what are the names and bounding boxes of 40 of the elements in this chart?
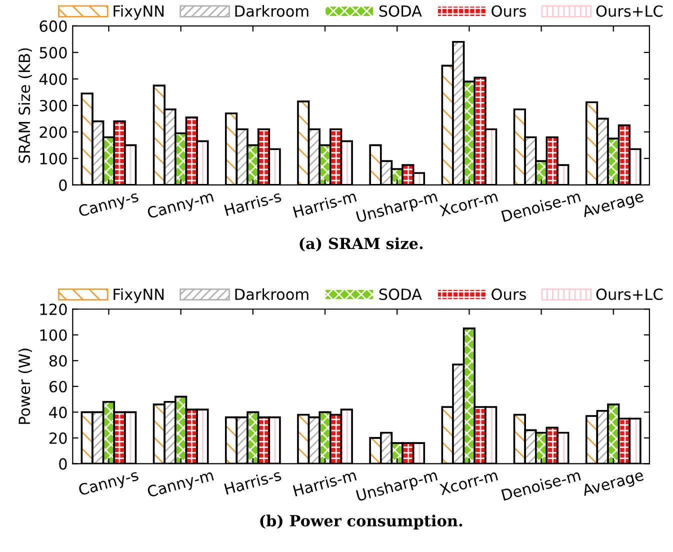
x-tick-label: Canny-s	[78, 468, 140, 499]
y-axis-title: SRAM Size (KB)	[18, 48, 32, 163]
legend-label: FixyNN	[114, 288, 164, 304]
y-tick-label: 80	[49, 355, 67, 367]
y-tick-label: 20	[50, 432, 67, 444]
y-tick-label: 200	[40, 126, 67, 138]
y-axis-title: Power (W)	[18, 348, 32, 424]
legend-label: FixyNN	[114, 5, 164, 20]
legend-label: Ours	[492, 288, 526, 300]
y-tick-label: 0	[59, 179, 67, 191]
legend-label: Ours	[492, 5, 526, 17]
legend-label: Ours+LC	[596, 5, 663, 17]
y-tick-label: 40	[49, 406, 67, 418]
legend-label: SODA	[379, 288, 422, 300]
y-tick-label: 100	[40, 152, 67, 164]
y-tick-label: 300	[40, 100, 67, 112]
x-tick-label: Harris-s	[224, 468, 282, 495]
y-tick-label: 60	[49, 380, 67, 392]
y-tick-label: 120	[40, 304, 67, 316]
x-tick-label: Average	[581, 469, 645, 500]
x-tick-label: Canny-m	[146, 469, 215, 500]
y-tick-label: 600	[40, 20, 67, 32]
text: (b) Power consumption.	[260, 514, 462, 530]
y-tick-label: 0	[59, 458, 67, 470]
x-tick-label: Canny-m	[146, 190, 215, 222]
x-tick-label: Xcorr-m	[438, 469, 498, 496]
y-tick-label: 500	[40, 46, 67, 58]
y-tick-label: 100	[40, 329, 67, 341]
x-tick-label: Average	[581, 190, 645, 220]
legend-label: SODA	[379, 5, 422, 17]
legend-label: Darkroom	[235, 288, 308, 300]
text: (a) SRAM size.	[300, 237, 423, 252]
legend-label: Ours+LC	[596, 288, 663, 300]
x-tick-label: Harris-s	[224, 190, 282, 216]
x-tick-label: Xcorr-m	[438, 190, 498, 217]
y-tick-label: 400	[39, 73, 67, 85]
x-tick-label: Harris-m	[292, 190, 357, 218]
x-tick-label: Canny-s	[78, 190, 140, 220]
x-tick-label: Harris-m	[292, 468, 357, 497]
legend-label: Darkroom	[235, 5, 308, 17]
